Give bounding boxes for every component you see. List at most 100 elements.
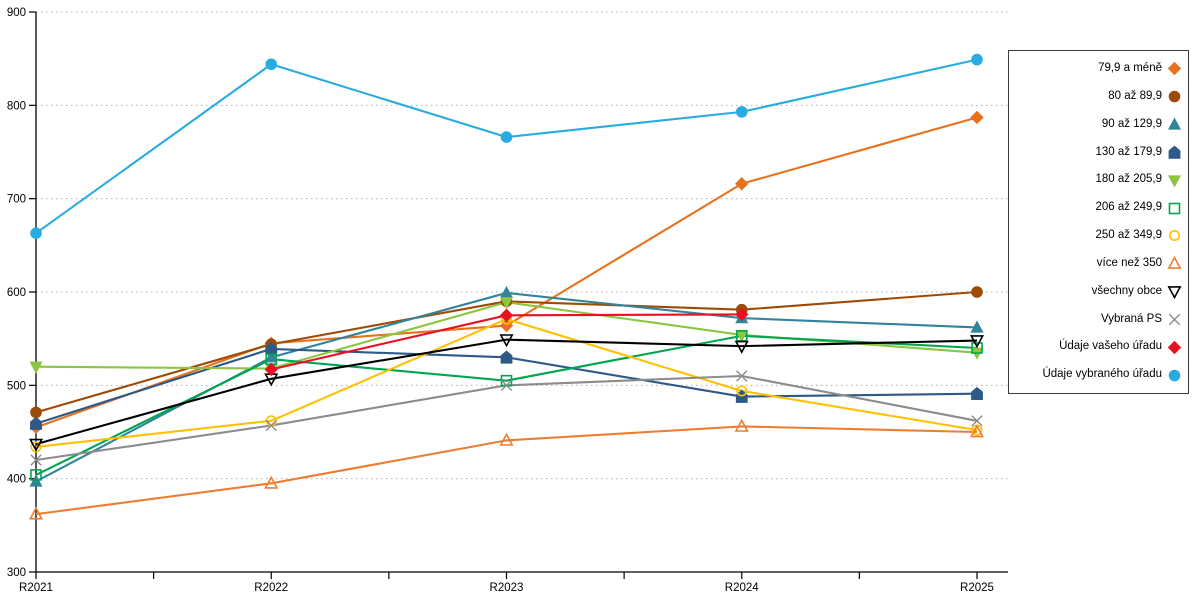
legend-item: 80 až 89,9 — [1011, 89, 1182, 104]
legend-label: 130 až 179,9 — [1095, 145, 1162, 158]
circle-marker-icon — [1168, 90, 1181, 103]
legend-label: 80 až 89,9 — [1108, 89, 1162, 102]
triangle-up-marker-icon — [969, 424, 985, 438]
diamond-marker-icon — [499, 308, 514, 323]
legend-marker-icon — [1167, 340, 1182, 354]
triangle-down-marker-icon — [499, 334, 514, 348]
legend-marker-icon — [1167, 117, 1182, 130]
series-line — [35, 334, 978, 476]
triangle-up-marker-icon — [499, 285, 514, 299]
legend-label: Údaje vašeho úřadu — [1059, 340, 1162, 353]
circle-marker-icon — [30, 227, 42, 239]
x-marker-icon — [736, 370, 748, 382]
square-marker-icon — [30, 469, 42, 481]
legend-item: všechny obce — [1011, 284, 1182, 300]
triangle-down-marker-icon — [1167, 286, 1182, 300]
x-axis-label: R2022 — [254, 582, 288, 594]
pentagon-marker-icon — [500, 350, 513, 364]
y-axis-label: 600 — [7, 287, 26, 299]
triangle-up-marker-icon — [28, 506, 44, 520]
legend-item: Vybraná PS — [1011, 312, 1182, 327]
triangle-up-marker-icon — [734, 418, 749, 432]
diamond-marker-icon — [970, 110, 984, 125]
x-marker-icon — [265, 419, 277, 432]
x-axis-label: R2023 — [490, 582, 524, 594]
x-marker-icon — [500, 379, 513, 392]
triangle-down-marker-icon — [499, 297, 514, 310]
square-marker-icon — [971, 342, 983, 354]
x-marker-icon — [1168, 313, 1181, 326]
x-axis-label: R2024 — [725, 582, 759, 594]
pentagon-marker-icon — [971, 386, 983, 401]
diamond-marker-icon — [735, 177, 749, 191]
circle-marker-icon — [265, 58, 278, 71]
y-axis-label: 300 — [7, 567, 26, 579]
triangle-down-marker-icon — [734, 340, 749, 354]
legend-label: více než 350 — [1096, 256, 1162, 269]
triangle-down-marker-icon — [969, 335, 985, 349]
legend-item: 206 až 249,9 — [1011, 201, 1182, 216]
circle-marker-icon — [971, 286, 983, 298]
series-line — [35, 374, 978, 462]
legend-marker-icon — [1167, 256, 1182, 270]
legend-item: 90 až 129,9 — [1011, 117, 1182, 132]
triangle-up-marker-icon — [970, 320, 984, 333]
legend-item: Údaje vybraného úřadu — [1011, 368, 1182, 383]
legend-marker-icon — [1167, 175, 1182, 188]
legend-marker-icon — [1167, 62, 1182, 76]
legend-label: Vybraná PS — [1101, 312, 1162, 325]
legend-label: 79,9 a méně — [1098, 62, 1162, 75]
series-line — [35, 338, 978, 446]
legend-marker-icon — [1167, 286, 1182, 300]
legend-marker-icon — [1168, 90, 1181, 103]
circle-marker-icon — [735, 106, 748, 118]
triangle-up-marker-icon — [1167, 256, 1182, 270]
legend-item: více než 350 — [1011, 256, 1182, 271]
square-marker-icon — [1168, 202, 1181, 214]
y-axis-label: 500 — [7, 380, 26, 392]
circle-marker-icon — [1169, 230, 1180, 242]
legend-label: 250 až 349,9 — [1095, 229, 1162, 242]
legend-item: 130 až 179,9 — [1011, 145, 1182, 160]
triangle-down-marker-icon — [28, 438, 44, 452]
y-axis-label: 800 — [7, 100, 26, 112]
triangle-up-marker-icon — [264, 475, 279, 489]
legend-item: 180 až 205,9 — [1011, 173, 1182, 188]
triangle-down-marker-icon — [1167, 175, 1182, 188]
legend-item: Údaje vašeho úřadu — [1011, 340, 1182, 355]
series-line — [35, 58, 978, 235]
triangle-down-marker-icon — [29, 361, 43, 374]
chart-legend: 79,9 a méně 80 až 89,9 90 až 129,9 130 až 1… — [1008, 50, 1189, 394]
circle-marker-icon — [736, 385, 748, 397]
legend-marker-icon — [1168, 369, 1181, 381]
triangle-up-marker-icon — [1167, 117, 1182, 130]
triangle-up-marker-icon — [264, 350, 278, 363]
diamond-marker-icon — [264, 362, 278, 377]
legend-marker-icon — [1168, 145, 1181, 159]
series-line — [35, 425, 978, 516]
legend-label: 180 až 205,9 — [1095, 173, 1162, 186]
legend-label: Údaje vybraného úřadu — [1042, 368, 1162, 381]
pentagon-marker-icon — [1168, 145, 1181, 159]
triangle-up-marker-icon — [29, 474, 43, 487]
legend-item: 250 až 349,9 — [1011, 228, 1182, 243]
x-marker-icon — [971, 415, 983, 427]
y-axis-label: 400 — [7, 474, 26, 486]
circle-marker-icon — [971, 53, 983, 66]
diamond-marker-icon — [735, 307, 749, 322]
legend-label: všechny obce — [1091, 284, 1162, 297]
circle-marker-icon — [30, 406, 42, 419]
diamond-marker-icon — [1167, 62, 1182, 76]
legend-marker-icon — [1168, 313, 1181, 326]
circle-marker-icon — [500, 131, 513, 143]
x-axis-label: R2025 — [960, 582, 994, 594]
legend-marker-icon — [1169, 230, 1180, 242]
legend-marker-icon — [1168, 202, 1181, 214]
triangle-up-marker-icon — [499, 432, 514, 446]
legend-label: 90 až 129,9 — [1101, 117, 1162, 130]
y-axis-label: 700 — [7, 194, 26, 206]
x-axis-label: R2021 — [19, 582, 53, 594]
x-marker-icon — [30, 454, 42, 466]
